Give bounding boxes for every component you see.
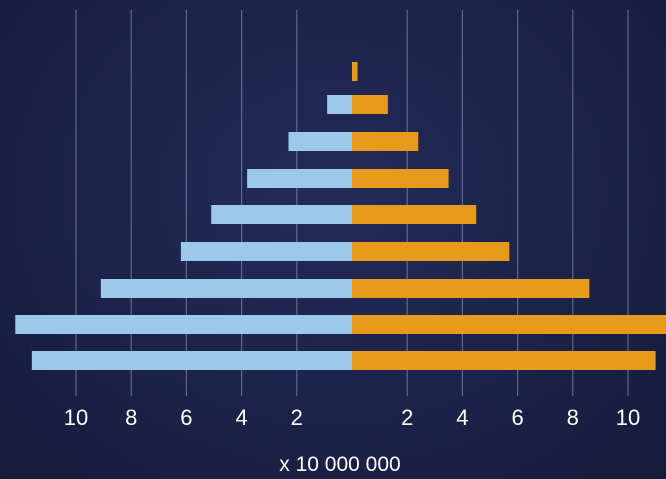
- left-bar: [247, 169, 352, 188]
- right-bar: [352, 242, 510, 261]
- right-bar: [352, 169, 449, 188]
- x-tick-label-right: 8: [567, 405, 579, 430]
- right-bar: [352, 351, 656, 370]
- right-bar: [352, 95, 388, 114]
- x-tick-label-right: 2: [401, 405, 413, 430]
- x-tick-label-right: 10: [616, 405, 640, 430]
- left-bar: [31, 351, 353, 370]
- x-tick-label-left: 8: [125, 405, 137, 430]
- x-tick-label-right: 4: [456, 405, 468, 430]
- x-tick-label-left: 10: [64, 405, 88, 430]
- x-tick-label-left: 2: [291, 405, 303, 430]
- x-axis-unit-label: x 10 000 000: [279, 453, 400, 476]
- bars: [15, 62, 666, 370]
- x-tick-label-left: 4: [235, 405, 247, 430]
- left-bar: [100, 279, 352, 298]
- left-bar: [288, 132, 352, 151]
- x-axis-ticks: 10 8 6 4 2 2 4 6 8 10: [64, 405, 640, 430]
- left-bar: [211, 205, 352, 224]
- left-bar: [15, 315, 353, 334]
- right-bar: [352, 132, 419, 151]
- left-bar: [327, 95, 352, 114]
- x-tick-label-left: 6: [180, 405, 192, 430]
- left-bar: [180, 242, 352, 261]
- right-bar: [352, 62, 358, 81]
- x-tick-label-right: 6: [511, 405, 523, 430]
- right-bar: [352, 315, 666, 334]
- right-bar: [352, 205, 477, 224]
- right-bar: [352, 279, 590, 298]
